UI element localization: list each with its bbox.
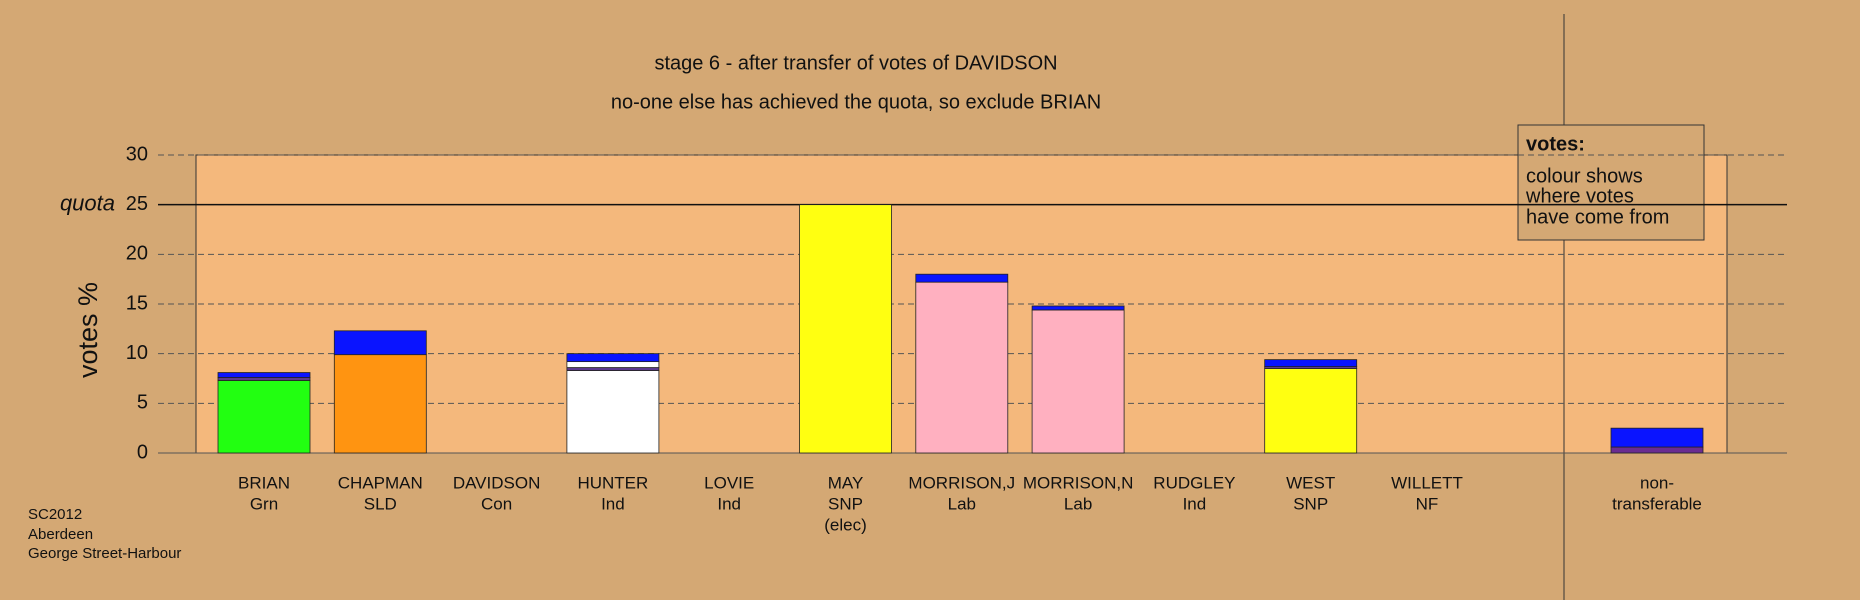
bar-segment — [566, 353, 660, 363]
x-tick-label: CHAPMAN — [338, 473, 423, 492]
chart-subtitle: no-one else has achieved the quota, so e… — [611, 91, 1101, 113]
bar-segment — [1264, 368, 1358, 454]
bar-segment — [1031, 309, 1125, 454]
legend-box — [1517, 124, 1705, 241]
x-tick-label: Ind — [1183, 494, 1207, 513]
bar-segment — [1610, 427, 1704, 448]
bar-segment — [217, 372, 311, 378]
x-tick-label: Ind — [717, 494, 741, 513]
bar-segment — [566, 367, 660, 371]
y-tick-label: 0 — [137, 441, 148, 463]
footer: Aberdeen — [28, 526, 93, 543]
bar-segment — [799, 204, 892, 454]
x-tick-label: non- — [1640, 473, 1674, 492]
x-tick-label: SNP — [1293, 494, 1328, 513]
x-tick-label: MORRISON,N — [1023, 473, 1134, 492]
x-tick-label: transferable — [1612, 494, 1702, 513]
x-tick-label: Lab — [948, 494, 976, 513]
bar-segment — [1264, 359, 1358, 367]
bar-segment — [566, 361, 660, 368]
chart-title: stage 6 - after transfer of votes of DAV… — [654, 52, 1057, 74]
x-tick-label: SLD — [364, 494, 397, 513]
x-tick-label: MAY — [828, 473, 864, 492]
legend-line: where votes — [1525, 185, 1634, 207]
x-tick-label: WILLETT — [1391, 473, 1463, 492]
footer: George Street-Harbour — [28, 545, 181, 562]
x-tick-label: DAVIDSON — [453, 473, 541, 492]
x-tick-label: Grn — [250, 494, 278, 513]
x-tick-label: Lab — [1064, 494, 1092, 513]
x-tick-label: BRIAN — [238, 473, 290, 492]
x-tick-label: NF — [1416, 494, 1439, 513]
bar-segment — [915, 273, 1009, 283]
x-tick-label: HUNTER — [577, 473, 648, 492]
bar-segment — [217, 377, 311, 381]
x-tick-label: Con — [481, 494, 512, 513]
y-tick-label: 20 — [126, 243, 148, 265]
x-tick-label: Ind — [601, 494, 625, 513]
bar-segment — [566, 370, 660, 454]
y-tick-label: 5 — [137, 392, 148, 414]
bar-segment — [1031, 305, 1125, 311]
quota-label: quota — [60, 190, 115, 215]
x-tick-label: (elec) — [824, 515, 867, 534]
x-tick-label: SNP — [828, 494, 863, 513]
legend-line: colour shows — [1526, 165, 1643, 187]
x-tick-label: MORRISON,J — [908, 473, 1015, 492]
bar-segment — [333, 330, 427, 356]
y-tick-label: 10 — [126, 342, 148, 364]
bar-segment — [915, 281, 1009, 454]
y-tick-label: 15 — [126, 292, 148, 314]
x-tick-label: RUDGLEY — [1153, 473, 1235, 492]
bar-segment — [217, 380, 311, 454]
x-tick-label: LOVIE — [704, 473, 754, 492]
y-tick-label: 25 — [126, 193, 148, 215]
legend-title: votes: — [1526, 133, 1585, 155]
legend-line: have come from — [1526, 206, 1669, 228]
x-tick-label: WEST — [1286, 473, 1335, 492]
bar-segment — [333, 354, 427, 454]
bar-segment — [1610, 446, 1704, 454]
footer: SC2012 — [28, 506, 82, 523]
y-axis-label: votes % — [73, 282, 103, 378]
y-tick-label: 30 — [126, 143, 148, 165]
